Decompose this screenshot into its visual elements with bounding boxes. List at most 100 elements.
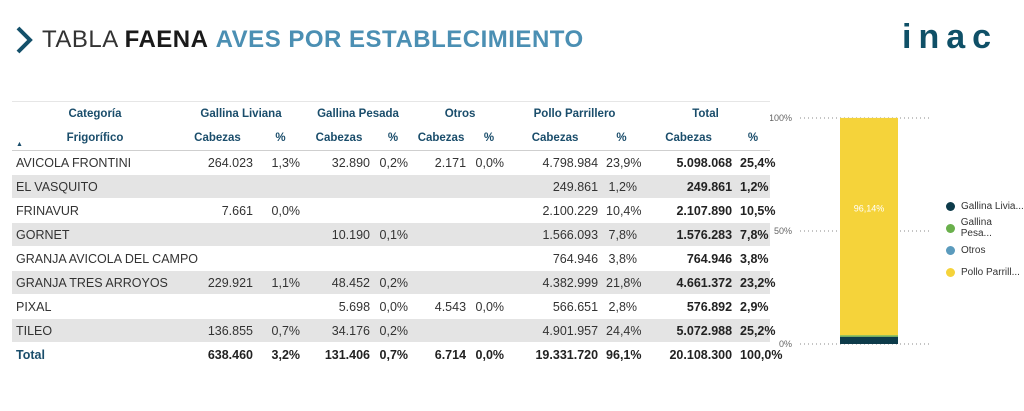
cell-total-percent: 25,4% bbox=[736, 150, 776, 175]
total-row[interactable]: Total 638.460 3,2% 131.406 0,7% 6.714 0,0% 19.3… bbox=[12, 342, 782, 368]
bar-data-label: 96,14% bbox=[854, 204, 885, 214]
cell-frigorifico: AVICOLA FRONTINI bbox=[12, 150, 178, 175]
table-row[interactable]: FRINAVUR 7.661 0,0% 2.100.229 10,4% 2.107.890… bbox=[12, 198, 776, 223]
subheader-cabezas[interactable]: Cabezas bbox=[178, 125, 257, 151]
title-part-1: TABLA bbox=[42, 26, 118, 53]
subheader-cabezas[interactable]: Cabezas bbox=[304, 125, 375, 151]
cell-percent: 3,8% bbox=[602, 246, 642, 271]
cell-cabezas bbox=[412, 174, 471, 199]
legend-marker-icon bbox=[946, 267, 955, 277]
cell-percent: 1,2% bbox=[602, 174, 642, 199]
cell-cabezas: 264.023 bbox=[178, 150, 257, 175]
legend-marker-icon bbox=[946, 201, 955, 211]
cell-percent bbox=[257, 246, 305, 271]
header-categoria[interactable]: Categoría bbox=[12, 101, 178, 125]
cell-frigorifico: FRINAVUR bbox=[12, 198, 178, 223]
subheader-percent[interactable]: % bbox=[374, 125, 413, 151]
cell-frigorifico: Total bbox=[12, 342, 178, 368]
cell-percent: 2,8% bbox=[602, 294, 642, 319]
subheader-cabezas[interactable]: Cabezas bbox=[412, 125, 471, 151]
cell-frigorifico: EL VASQUITO bbox=[12, 174, 178, 199]
cell-cabezas bbox=[412, 198, 471, 223]
subheader-frigorifico[interactable]: ▲ Frigorífico bbox=[12, 125, 178, 151]
subheader-percent[interactable]: % bbox=[602, 125, 642, 151]
cell-cabezas: 34.176 bbox=[304, 318, 375, 343]
cell-frigorifico: GRANJA TRES ARROYOS bbox=[12, 270, 178, 295]
cell-frigorifico: GRANJA AVICOLA DEL CAMPO bbox=[12, 246, 198, 271]
cell-cabezas: 4.901.957 bbox=[508, 318, 603, 343]
legend-item[interactable]: Pollo Parrill... bbox=[946, 261, 1024, 283]
header-otros[interactable]: Otros bbox=[412, 101, 509, 125]
table-row[interactable]: GRANJA TRES ARROYOS 229.921 1,1% 48.452 0,2%… bbox=[12, 270, 776, 295]
cell-total-cabezas: 4.661.372 bbox=[641, 270, 737, 295]
table-row[interactable]: TILEO 136.855 0,7% 34.176 0,2% 4.901.957 24,4%… bbox=[12, 318, 776, 343]
cell-percent: 0,1% bbox=[374, 222, 413, 247]
legend-marker-icon bbox=[946, 245, 955, 255]
cell-cabezas bbox=[412, 318, 471, 343]
cell-cabezas bbox=[412, 270, 471, 295]
sort-ascending-icon[interactable]: ▲ bbox=[16, 141, 23, 148]
subheader-cabezas[interactable]: Cabezas bbox=[641, 125, 737, 151]
cell-cabezas: 5.698 bbox=[304, 294, 375, 319]
cell-percent bbox=[374, 174, 413, 199]
y-tick-label: 0% bbox=[779, 339, 792, 349]
cell-cabezas bbox=[178, 246, 257, 271]
subheader-percent[interactable]: % bbox=[470, 125, 509, 151]
cell-cabezas: 229.921 bbox=[178, 270, 257, 295]
cell-total-percent: 7,8% bbox=[736, 222, 771, 247]
cell-cabezas: 566.651 bbox=[508, 294, 603, 319]
cell-percent: 0,0% bbox=[257, 198, 305, 223]
legend-item[interactable]: Gallina Pesa... bbox=[946, 217, 1024, 239]
subheader-percent[interactable]: % bbox=[257, 125, 305, 151]
cell-percent: 0,2% bbox=[374, 270, 413, 295]
cell-cabezas: 7.661 bbox=[178, 198, 257, 223]
header-pollo-parrillero[interactable]: Pollo Parrillero bbox=[508, 101, 642, 125]
cell-cabezas: 4.798.984 bbox=[508, 150, 603, 175]
cell-total-percent: 1,2% bbox=[736, 174, 771, 199]
cell-percent bbox=[470, 198, 509, 223]
cell-percent: 0,0% bbox=[470, 294, 509, 319]
cell-cabezas: 1.566.093 bbox=[508, 222, 603, 247]
cell-total-cabezas: 576.892 bbox=[641, 294, 737, 319]
chart-canvas: 0% 50% 100% 96,14% bbox=[770, 113, 930, 349]
cell-percent: 10,4% bbox=[602, 198, 642, 223]
cell-percent: 23,9% bbox=[602, 150, 642, 175]
cell-total-cabezas: 2.107.890 bbox=[641, 198, 737, 223]
title-part-2: FAENA bbox=[124, 26, 209, 53]
cell-cabezas: 4.543 bbox=[412, 294, 471, 319]
subheader-percent[interactable]: % bbox=[736, 125, 771, 151]
bar-segment-1[interactable] bbox=[840, 336, 898, 344]
table-row[interactable]: PIXAL 5.698 0,0% 4.543 0,0% 566.651 2,8% 576.89… bbox=[12, 294, 771, 319]
cell-cabezas: 249.861 bbox=[508, 174, 603, 199]
header-gallina-pesada[interactable]: Gallina Pesada bbox=[304, 101, 413, 125]
cell-percent: 1,3% bbox=[257, 150, 305, 175]
header-total[interactable]: Total bbox=[641, 101, 771, 125]
cell-cabezas: 10.190 bbox=[304, 222, 375, 247]
table-row[interactable]: EL VASQUITO 249.861 1,2% 249.861 1,2% bbox=[12, 174, 771, 199]
cell-cabezas bbox=[304, 246, 375, 271]
inac-logo: inac bbox=[902, 18, 999, 56]
table-row[interactable]: GRANJA AVICOLA DEL CAMPO 764.946 3,8% 764.9… bbox=[12, 246, 771, 271]
cell-percent bbox=[470, 270, 509, 295]
page-title: TABLA FAENA AVES POR ESTABLECIMIENTO bbox=[16, 24, 584, 56]
bar-segment-4[interactable] bbox=[840, 117, 898, 336]
cell-cabezas: 48.452 bbox=[304, 270, 375, 295]
cell-total-percent: 23,2% bbox=[736, 270, 776, 295]
cell-percent: 0,7% bbox=[257, 318, 305, 343]
legend-item[interactable]: Gallina Livia... bbox=[946, 195, 1024, 217]
header-gallina-liviana[interactable]: Gallina Liviana bbox=[178, 101, 305, 125]
table-row[interactable]: GORNET 10.190 0,1% 1.566.093 7,8% 1.576.283 7,… bbox=[12, 222, 771, 247]
cell-cabezas bbox=[304, 198, 375, 223]
cell-frigorifico: TILEO bbox=[12, 318, 178, 343]
cell-percent: 0,7% bbox=[374, 342, 413, 368]
cell-total-cabezas: 764.946 bbox=[641, 246, 737, 271]
legend-item[interactable]: Otros bbox=[946, 239, 1024, 261]
cell-percent bbox=[470, 174, 509, 199]
bar-segment-2[interactable] bbox=[840, 335, 898, 337]
subheader-cabezas[interactable]: Cabezas bbox=[508, 125, 603, 151]
table-row[interactable]: AVICOLA FRONTINI 264.023 1,3% 32.890 0,2% 2.1… bbox=[12, 150, 776, 175]
cell-cabezas bbox=[178, 222, 257, 247]
cell-total-cabezas: 1.576.283 bbox=[641, 222, 737, 247]
cell-percent bbox=[470, 318, 509, 343]
cell-total-percent: 2,9% bbox=[736, 294, 771, 319]
